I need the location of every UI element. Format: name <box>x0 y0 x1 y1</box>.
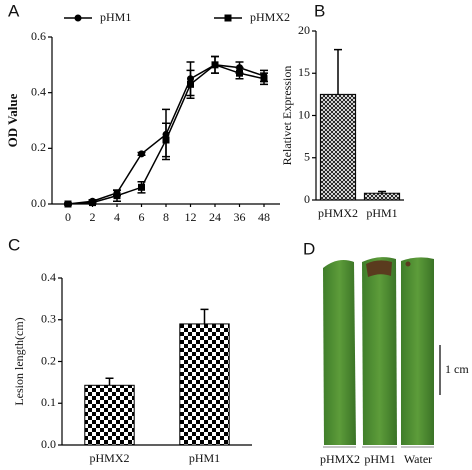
marker <box>138 183 145 191</box>
leaf <box>401 257 434 445</box>
legend-label: pHMX2 <box>250 10 290 24</box>
y-tick-label: 0.6 <box>31 29 46 43</box>
y-tick-label: 0.2 <box>31 140 46 154</box>
y-tick-label: 0.0 <box>31 196 46 210</box>
error-bar <box>334 48 342 95</box>
x-tick-label: 6 <box>139 210 145 224</box>
y-tick-label: 15 <box>298 65 310 79</box>
error-bar <box>200 308 209 324</box>
y-axis-title: Relativet Expression <box>280 66 294 166</box>
lesion <box>366 260 392 277</box>
panel-label: C <box>8 235 20 254</box>
x-tick-label: 2 <box>90 210 96 224</box>
y-tick-label: 0.3 <box>41 312 56 326</box>
y-tick-label: 10 <box>298 107 310 121</box>
y-tick-label: 0.4 <box>31 84 46 98</box>
photo-label: Water <box>404 452 432 466</box>
x-tick-label: pHM1 <box>366 206 397 220</box>
x-tick-label: pHM1 <box>189 451 220 465</box>
scale-bar-label: 1 cm <box>445 362 469 376</box>
y-tick-label: 0 <box>304 192 310 206</box>
y-axis-title: OD Value <box>5 93 20 147</box>
y-tick-label: 0.0 <box>41 437 56 451</box>
panel-label: B <box>314 1 325 20</box>
y-tick-label: 0.2 <box>41 353 56 367</box>
x-tick-label: 24 <box>209 210 221 224</box>
x-tick-label: 0 <box>65 210 71 224</box>
x-tick-label: 48 <box>258 210 270 224</box>
y-tick-label: 5 <box>304 150 310 164</box>
y-tick-label: 0.4 <box>41 270 56 284</box>
marker <box>113 192 121 200</box>
x-tick-label: pHMX2 <box>318 206 358 220</box>
bar <box>179 323 230 446</box>
x-tick-label: 12 <box>185 210 197 224</box>
marker <box>89 199 96 207</box>
marker <box>64 200 72 208</box>
panel-label: A <box>8 1 20 20</box>
leaf-photo <box>300 245 472 470</box>
x-tick-label: 8 <box>163 210 169 224</box>
marker <box>211 61 219 69</box>
x-tick-label: pHMX2 <box>89 451 129 465</box>
y-tick-label: 0.1 <box>41 395 56 409</box>
photo-label: pHMX2 <box>320 452 360 466</box>
y-tick-label: 20 <box>298 23 310 37</box>
marker <box>224 14 232 22</box>
marker <box>260 75 268 83</box>
lesion <box>405 261 411 267</box>
photo-label: pHM1 <box>364 452 395 466</box>
y-axis-title: Lesion length(cm) <box>12 317 26 405</box>
marker <box>162 136 170 144</box>
marker <box>138 150 145 158</box>
bar <box>84 384 135 446</box>
legend-label: pHM1 <box>100 10 131 24</box>
error-bar <box>105 377 114 386</box>
panel-label: D <box>303 239 315 258</box>
bar <box>363 192 401 201</box>
leaf <box>362 257 397 445</box>
marker <box>187 80 194 88</box>
x-tick-label: 4 <box>114 210 120 224</box>
marker <box>236 69 243 77</box>
marker <box>74 14 82 22</box>
x-tick-label: 36 <box>234 210 246 224</box>
leaf <box>323 260 356 445</box>
bar <box>319 93 357 201</box>
